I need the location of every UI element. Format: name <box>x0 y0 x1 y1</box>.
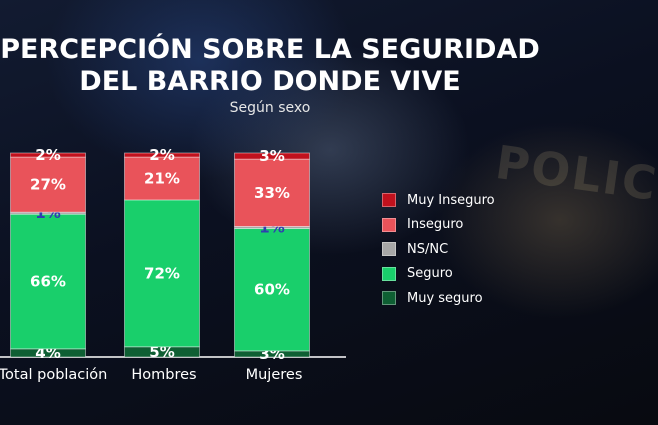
bar-segment-hombres-muy-inseguro <box>124 152 200 158</box>
legend-swatch-ns-nc <box>382 242 396 257</box>
data-label-total-poblacion-seguro: 66% <box>30 273 66 291</box>
legend-item-seguro: Seguro <box>382 262 495 287</box>
legend-swatch-muy-seguro <box>382 291 396 306</box>
legend-swatch-muy-inseguro <box>382 193 396 208</box>
chart-subtitle: Según sexo <box>229 100 311 116</box>
legend-label-ns-nc: NS/NC <box>407 241 449 257</box>
data-label-mujeres-muy-inseguro: 3% <box>259 147 284 165</box>
legend-label-seguro: Seguro <box>407 266 453 282</box>
chart-title-line-1: PERCEPCIÓN SOBRE LA SEGURIDAD <box>0 34 540 65</box>
bar-segment-hombres-seguro <box>124 199 200 348</box>
bar-segment-total-poblacion-inseguro <box>10 156 86 213</box>
legend-item-inseguro: Inseguro <box>382 213 495 238</box>
legend-swatch-seguro <box>382 266 396 281</box>
bar-segment-total-poblacion-seguro <box>10 213 86 350</box>
category-label-hombres: Hombres <box>131 367 196 383</box>
category-label-mujeres: Mujeres <box>246 367 303 383</box>
legend-label-inseguro: Inseguro <box>407 217 464 233</box>
legend-label-muy-inseguro: Muy Inseguro <box>407 192 495 208</box>
data-label-hombres-muy-seguro: 5% <box>149 343 174 361</box>
chart-title-line-2: DEL BARRIO DONDE VIVE <box>79 66 461 97</box>
data-label-mujeres-seguro: 60% <box>254 281 290 299</box>
legend-item-muy-inseguro: Muy Inseguro <box>382 188 495 213</box>
bar-segment-mujeres-seguro <box>234 228 310 352</box>
bar-segment-total-poblacion-muy-inseguro <box>10 152 86 158</box>
data-label-hombres-seguro: 72% <box>144 264 180 282</box>
legend: Muy Inseguro Inseguro NS/NC Seguro Muy s… <box>382 188 495 311</box>
data-label-mujeres-inseguro: 33% <box>254 184 290 202</box>
legend-label-muy-seguro: Muy seguro <box>407 290 483 306</box>
chart-title: PERCEPCIÓN SOBRE LA SEGURIDAD DEL BARRIO… <box>0 34 540 98</box>
data-label-total-poblacion-muy-inseguro: 2% <box>35 146 60 164</box>
bar-segment-hombres-inseguro <box>124 156 200 201</box>
bar-segment-mujeres-muy-inseguro <box>234 152 310 160</box>
legend-swatch-inseguro <box>382 217 396 232</box>
legend-item-ns-nc: NS/NC <box>382 237 495 262</box>
data-label-hombres-muy-inseguro: 2% <box>149 146 174 164</box>
bar-segment-mujeres-inseguro <box>234 158 310 227</box>
data-label-total-poblacion-inseguro: 27% <box>30 176 66 194</box>
data-label-hombres-inseguro: 21% <box>144 170 180 188</box>
legend-item-muy-seguro: Muy seguro <box>382 286 495 311</box>
category-label-total-poblacion: Total población <box>0 367 107 383</box>
